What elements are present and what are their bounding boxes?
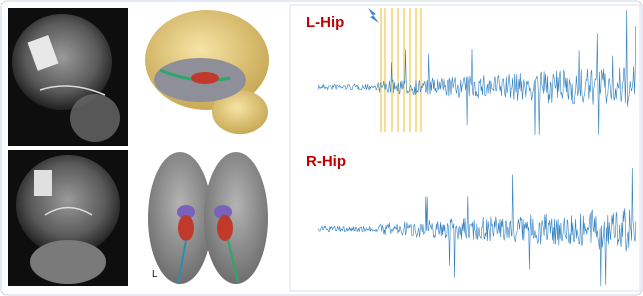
xray-frontal bbox=[8, 150, 128, 286]
xray-lateral bbox=[8, 8, 128, 146]
page: L L-Hip R-Hip (() => { const data = JSON… bbox=[0, 0, 643, 296]
trace-label: L-Hip bbox=[306, 14, 344, 31]
eeg-panel bbox=[290, 5, 640, 291]
trace-label: R-Hip bbox=[306, 153, 346, 170]
side-label: L bbox=[152, 269, 158, 280]
figure: L L-Hip R-Hip bbox=[0, 0, 643, 296]
